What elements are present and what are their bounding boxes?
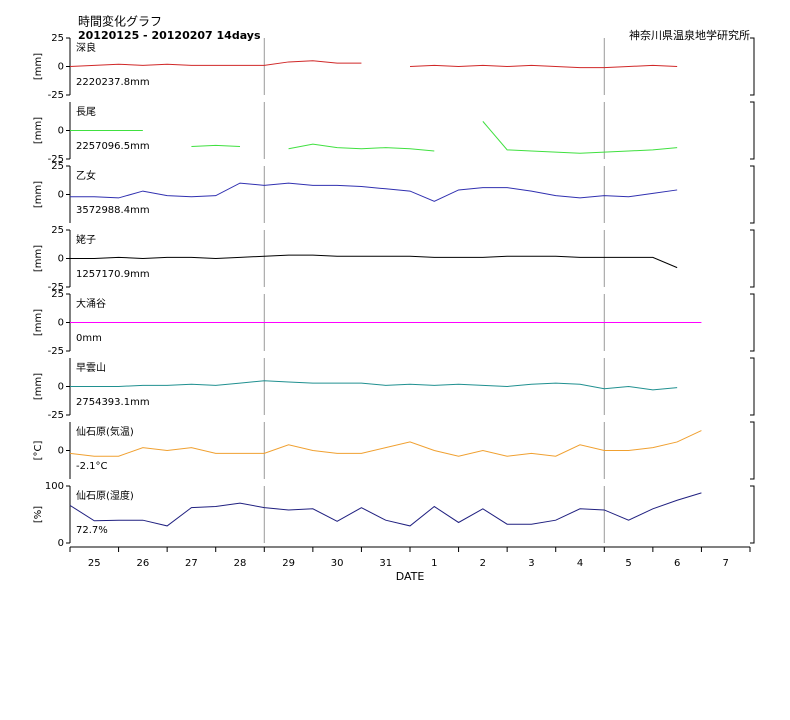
- x-axis-label: DATE: [396, 570, 425, 583]
- panel-title: 早雲山: [76, 362, 106, 374]
- organization: 神奈川県温泉地学研究所: [629, 28, 750, 42]
- page-title: 時間変化グラフ: [78, 14, 162, 29]
- y-tick-label: 0: [58, 318, 64, 329]
- x-tick-label: 25: [88, 558, 101, 569]
- y-axis-label: [mm]: [33, 309, 44, 336]
- y-axis-label: [°C]: [33, 441, 44, 461]
- panel-annotation: 0mm: [76, 333, 102, 344]
- y-tick-label: 0: [58, 382, 64, 393]
- panel-title: 仙石原(湿度): [76, 489, 134, 502]
- panel-annotation: -2.1°C: [76, 461, 108, 472]
- x-tick-label: 28: [234, 558, 247, 569]
- right-bracket: [750, 101, 755, 160]
- y-axis-label: [mm]: [33, 53, 44, 80]
- right-bracket: [750, 37, 755, 96]
- right-bracket: [750, 165, 755, 224]
- series-line: [70, 254, 678, 269]
- x-tick-label: 31: [379, 558, 392, 569]
- y-tick-label: 0: [58, 254, 64, 265]
- y-tick-label: 100: [45, 481, 64, 492]
- panel-annotation: 2257096.5mm: [76, 141, 150, 152]
- panel-title: 乙女: [76, 169, 96, 182]
- x-tick-label: 7: [723, 558, 729, 569]
- y-axis-label: [mm]: [33, 245, 44, 272]
- y-tick-label: 0: [58, 538, 64, 549]
- panel-annotation: 1257170.9mm: [76, 269, 150, 280]
- y-tick-label: 25: [51, 161, 64, 172]
- x-tick-label: 5: [625, 558, 631, 569]
- panel-annotation: 72.7%: [76, 525, 108, 536]
- x-tick-label: 27: [185, 558, 198, 569]
- right-bracket: [750, 421, 755, 480]
- series-line: [288, 143, 435, 152]
- panel-title: 長尾: [76, 106, 96, 118]
- y-tick-label: -25: [48, 154, 64, 165]
- right-bracket: [750, 357, 755, 416]
- y-tick-label: 25: [51, 33, 64, 44]
- series-line: [70, 380, 678, 391]
- y-tick-label: 0: [58, 126, 64, 137]
- series-line: [409, 64, 678, 69]
- right-bracket: [750, 485, 755, 544]
- y-tick-label: 25: [51, 289, 64, 300]
- y-axis-label: [%]: [33, 506, 44, 523]
- panel-annotation: 3572988.4mm: [76, 205, 150, 216]
- panel-title: 姥子: [76, 233, 96, 246]
- panel-title: 仙石原(気温): [76, 425, 134, 438]
- y-tick-label: -25: [48, 90, 64, 101]
- right-bracket: [750, 229, 755, 288]
- x-tick-label: 3: [528, 558, 534, 569]
- series-line: [69, 492, 702, 527]
- y-tick-label: 0: [58, 62, 64, 73]
- date-range: 20120125 - 20120207 14days: [78, 29, 261, 42]
- series-line: [69, 430, 702, 457]
- y-tick-label: 25: [51, 225, 64, 236]
- y-axis-label: [mm]: [33, 117, 44, 144]
- x-tick-label: 26: [136, 558, 149, 569]
- series-line: [69, 60, 362, 67]
- y-axis-label: [mm]: [33, 181, 44, 208]
- panel-title: 深良: [76, 41, 96, 54]
- panel-title: 大涌谷: [76, 297, 106, 310]
- y-axis-label: [mm]: [33, 373, 44, 400]
- y-tick-label: -25: [48, 410, 64, 421]
- right-bracket: [750, 293, 755, 352]
- y-tick-label: 0: [58, 446, 64, 457]
- y-tick-label: -25: [48, 282, 64, 293]
- x-tick-label: 30: [331, 558, 344, 569]
- x-tick-label: 2: [480, 558, 486, 569]
- x-tick-label: 29: [282, 558, 295, 569]
- series-line: [70, 182, 678, 202]
- panel-annotation: 2220237.8mm: [76, 77, 150, 88]
- x-tick-label: 4: [577, 558, 583, 569]
- x-tick-label: 1: [431, 558, 437, 569]
- y-tick-label: -25: [48, 346, 64, 357]
- series-line: [482, 121, 678, 154]
- series-line: [191, 144, 241, 147]
- y-tick-label: 0: [58, 190, 64, 201]
- panel-annotation: 2754393.1mm: [76, 397, 150, 408]
- x-tick-label: 6: [674, 558, 680, 569]
